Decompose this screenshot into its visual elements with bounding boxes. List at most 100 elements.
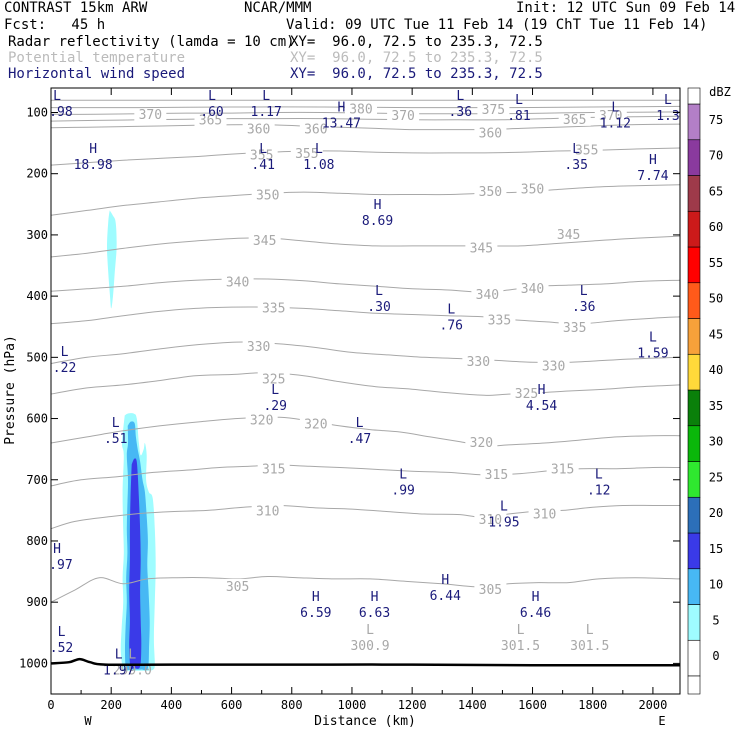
wind-extremum-type-16: L xyxy=(580,284,588,299)
theta-label-bg xyxy=(245,412,278,427)
theta-label-bg xyxy=(245,147,278,162)
colorbar-unit: dBZ xyxy=(709,85,731,99)
x-axis-east-label: E xyxy=(658,714,665,728)
forecast-hour: Fcst: 45 h xyxy=(4,17,106,33)
init-time: Init: 12 UTC Sun 09 Feb 14 xyxy=(516,0,736,16)
wind-extremum-type-26: H xyxy=(53,542,61,557)
theta-contour-label-315-1: 315 xyxy=(485,468,508,483)
colorbar-swatch-45 xyxy=(687,318,701,355)
theta-contour-label-360-2: 360 xyxy=(479,126,502,141)
field-wind-xy: XY= 96.0, 72.5 to 235.3, 72.5 xyxy=(290,66,543,82)
theta-label-bg xyxy=(528,506,561,521)
wind-extremum-value-18: .22 xyxy=(53,361,76,376)
colorbar-label-5: 5 xyxy=(712,613,719,627)
theta-contour-345 xyxy=(51,235,680,258)
wind-extremum-type-25: L xyxy=(500,499,508,514)
theta-contour-label-310-0: 310 xyxy=(256,505,279,520)
theta-contour-label-375-0: 375 xyxy=(482,103,505,118)
valid-time: Valid: 09 UTC Tue 11 Feb 14 (19 ChT Tue … xyxy=(286,17,708,33)
theta-label-bg xyxy=(471,286,504,301)
y-tick-label: 900 xyxy=(26,595,48,609)
wind-extremum-type-12: H xyxy=(649,153,657,168)
theta-label-bg xyxy=(462,354,495,369)
wind-extremum-value-31: .52 xyxy=(50,641,73,656)
wind-extremum-value-3: 13.47 xyxy=(322,116,361,131)
colorbar-swatch-30 xyxy=(687,425,701,462)
wind-extremum-type-3: H xyxy=(338,100,346,115)
wind-extremum-value-15: .76 xyxy=(440,318,463,333)
wind-extremum-value-9: .41 xyxy=(251,158,274,173)
theta-label-bg xyxy=(546,461,579,476)
wind-extremum-type-4: L xyxy=(456,89,464,104)
x-tick-label: 1400 xyxy=(458,698,487,712)
field-wind-label: Horizontal wind speed xyxy=(8,66,186,82)
colorbar-swatch-65 xyxy=(687,175,701,212)
theta-label-bg xyxy=(134,106,167,121)
wind-extremum-type-17: L xyxy=(649,330,657,345)
wind-extremum-value-23: .99 xyxy=(391,484,414,499)
theta-contour-label-320-0: 320 xyxy=(250,413,273,428)
theta-contour-label-370-2: 370 xyxy=(599,109,622,124)
colorbar-label-0: 0 xyxy=(712,649,719,663)
y-tick-label: 100 xyxy=(26,105,48,119)
colorbar-swatch-5 xyxy=(687,604,701,641)
wind-extremum-type-10: L xyxy=(315,142,323,157)
colorbar-label-30: 30 xyxy=(709,435,723,449)
wind-extremum-value-16: .36 xyxy=(572,300,595,315)
colorbar-label-25: 25 xyxy=(709,470,723,484)
theta-contour-label-335-2: 335 xyxy=(563,321,586,336)
colorbar-label-55: 55 xyxy=(709,256,723,270)
wind-extremum-type-13: H xyxy=(374,198,382,213)
theta-contour-label-350-1: 350 xyxy=(479,185,502,200)
reflectivity-area-3 xyxy=(129,458,142,669)
org-name: NCAR/MMM xyxy=(244,0,312,16)
theta-label-bg xyxy=(474,581,507,596)
colorbar-swatch-50 xyxy=(687,282,701,319)
colorbar-label-20: 20 xyxy=(709,506,723,520)
wind-extremum-value-11: .35 xyxy=(564,158,587,173)
theta-contour-label-305-0: 305 xyxy=(226,580,249,595)
theta-label-bg xyxy=(221,578,254,593)
theta-label-bg xyxy=(248,233,281,248)
theta-contour-label-335-1: 335 xyxy=(488,314,511,329)
theta-contour-label-315-0: 315 xyxy=(262,462,285,477)
wind-extremum-value-21: .51 xyxy=(104,432,127,447)
theta-label-bg xyxy=(558,111,591,126)
y-tick-label: 1000 xyxy=(19,656,48,670)
theta-contour-label-310-1: 310 xyxy=(479,513,502,528)
x-tick-label: 600 xyxy=(221,698,243,712)
theta-contour-label-360-0: 360 xyxy=(247,123,270,138)
colorbar-label-45: 45 xyxy=(709,327,723,341)
theta-contour-label-320-2: 320 xyxy=(470,436,493,451)
theta-contour-label-340-0: 340 xyxy=(226,276,249,291)
colorbar-label-10: 10 xyxy=(709,578,723,592)
wind-extremum-value-22: .47 xyxy=(348,432,371,447)
wind-extremum-type-8: H xyxy=(89,142,97,157)
theta-label-bg xyxy=(387,108,420,123)
wind-extremum-value-17: 1.59 xyxy=(637,346,668,361)
theta-label-bg xyxy=(474,125,507,140)
theta-label-bg xyxy=(510,386,543,401)
theta-label-bg xyxy=(257,300,290,315)
theta-label-bg xyxy=(299,121,332,136)
x-tick-label: 400 xyxy=(161,698,183,712)
colorbar-swatch-35 xyxy=(687,389,701,427)
theta-contour-label-380-0: 380 xyxy=(349,102,372,117)
x-tick-label: 2000 xyxy=(638,698,667,712)
y-tick-label: 700 xyxy=(26,473,48,487)
x-tick-label: 1600 xyxy=(518,698,547,712)
theta-label-bg xyxy=(552,226,585,241)
wind-extremum-type-0: L xyxy=(53,89,61,104)
theta-value-label-3: 299.0 xyxy=(113,663,152,678)
theta-label-bg xyxy=(477,102,510,117)
theta-label-bg xyxy=(465,435,498,450)
theta-contour-label-345-2: 345 xyxy=(557,228,580,243)
wind-extremum-value-28: 6.59 xyxy=(300,606,331,621)
theta-extremum-marker-3: L xyxy=(128,647,136,662)
theta-contour-label-315-2: 315 xyxy=(551,462,574,477)
theta-label-bg xyxy=(344,101,377,116)
theta-label-bg xyxy=(251,503,284,518)
terrain-line xyxy=(51,657,680,667)
theta-contour-label-340-2: 340 xyxy=(521,282,544,297)
theta-label-bg xyxy=(290,146,323,161)
